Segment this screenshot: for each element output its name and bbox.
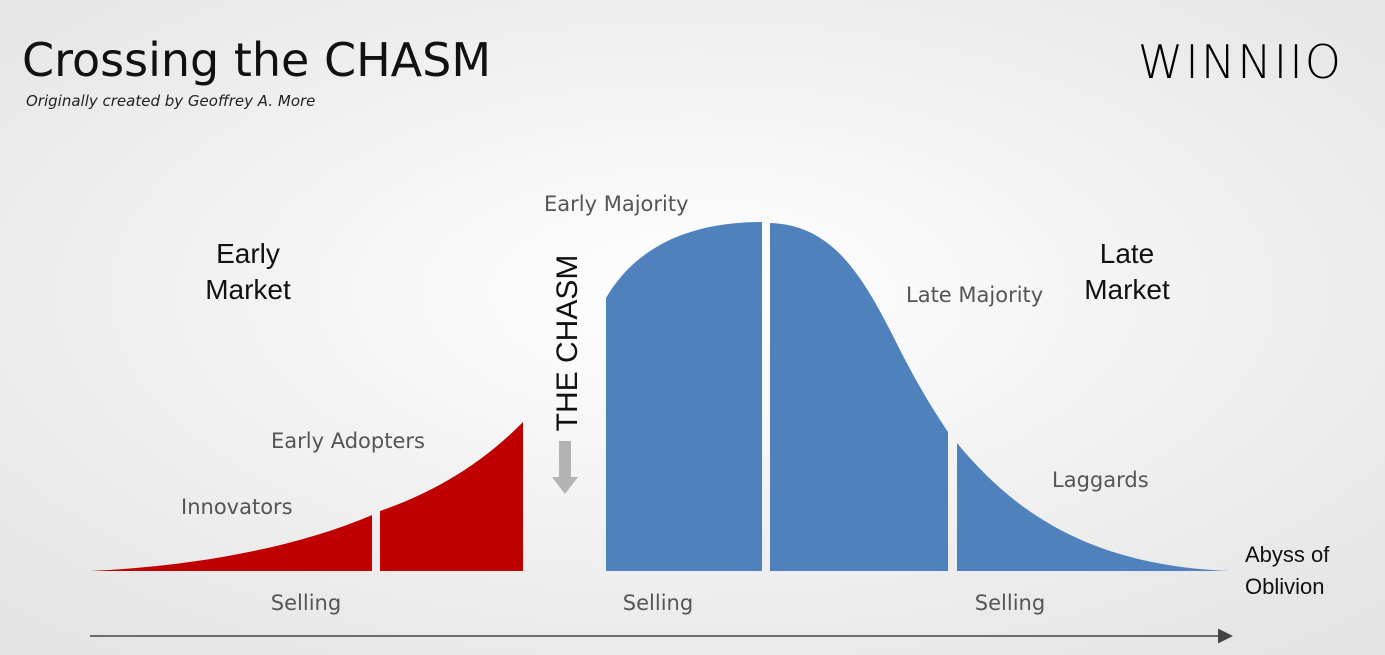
late-market-line: Market: [1084, 274, 1170, 305]
late-majority-area: [770, 223, 948, 571]
logo: WINNIIO: [1138, 35, 1343, 89]
title: Crossing the CHASM: [22, 33, 491, 87]
early-market-line: Early: [216, 238, 280, 269]
early-market-line: Market: [205, 274, 291, 305]
abyss-line: Abyss of: [1245, 542, 1330, 567]
segment-label: Late Majority: [906, 283, 1043, 307]
segment-label: Laggards: [1052, 468, 1149, 492]
abyss-line: Oblivion: [1245, 574, 1324, 599]
late-market-line: Late: [1100, 238, 1155, 269]
subtitle: Originally created by Geoffrey A. More: [26, 92, 315, 110]
early-adopters-area: [380, 422, 523, 571]
segment-label: Early Majority: [544, 192, 689, 216]
early-majority-area: [606, 222, 762, 571]
segment-label: Early Adopters: [271, 429, 425, 453]
selling-label: Selling: [271, 591, 341, 615]
chasm-label: THE CHASM: [551, 255, 584, 432]
selling-label: Selling: [975, 591, 1045, 615]
chasm-arrow: [552, 441, 578, 494]
laggards-area: [957, 443, 1230, 571]
selling-label: Selling: [623, 591, 693, 615]
segment-label: Innovators: [181, 495, 293, 519]
innovators-area: [90, 515, 372, 571]
